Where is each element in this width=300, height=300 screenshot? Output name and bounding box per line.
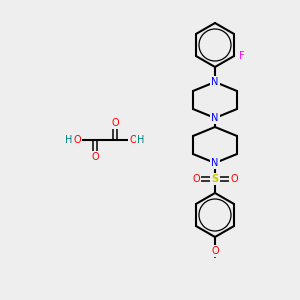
Text: N: N (211, 77, 219, 87)
Text: F: F (239, 51, 245, 61)
Text: O: O (192, 174, 200, 184)
Text: O: O (91, 152, 99, 162)
Text: O: O (129, 135, 137, 145)
Text: O: O (111, 118, 119, 128)
Text: N: N (211, 113, 219, 123)
Text: O: O (211, 246, 219, 256)
Text: H: H (137, 135, 145, 145)
Text: N: N (211, 158, 219, 168)
Text: O: O (230, 174, 238, 184)
Text: O: O (73, 135, 81, 145)
Text: S: S (212, 174, 219, 184)
Text: H: H (65, 135, 73, 145)
